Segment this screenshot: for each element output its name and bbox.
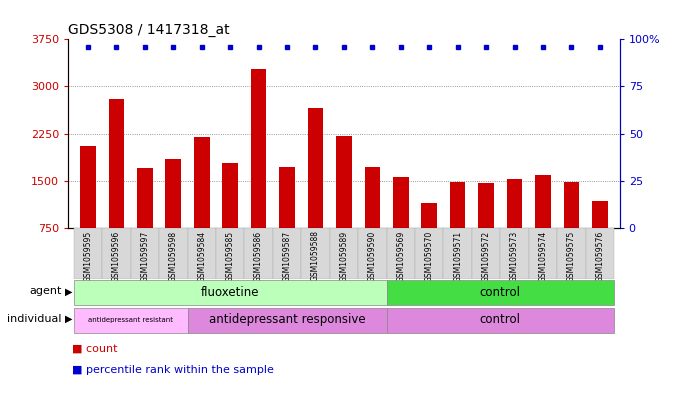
- FancyBboxPatch shape: [159, 228, 187, 279]
- FancyBboxPatch shape: [415, 228, 443, 279]
- Bar: [80, 146, 96, 228]
- Bar: [279, 167, 295, 228]
- Bar: [223, 163, 238, 228]
- FancyBboxPatch shape: [528, 228, 557, 279]
- Text: GSM1059595: GSM1059595: [84, 230, 93, 282]
- Text: GSM1059590: GSM1059590: [368, 230, 377, 282]
- Bar: [137, 168, 153, 228]
- FancyBboxPatch shape: [472, 228, 501, 279]
- Text: GSM1059572: GSM1059572: [481, 230, 490, 282]
- Text: individual: individual: [7, 314, 61, 324]
- Text: GSM1059598: GSM1059598: [169, 230, 178, 282]
- Text: control: control: [480, 313, 521, 326]
- FancyBboxPatch shape: [387, 228, 415, 279]
- FancyBboxPatch shape: [501, 228, 528, 279]
- Bar: [422, 203, 437, 228]
- Bar: [336, 136, 351, 228]
- FancyBboxPatch shape: [244, 228, 273, 279]
- Text: GSM1059589: GSM1059589: [339, 230, 349, 282]
- Bar: [364, 167, 380, 228]
- Text: fluoxetine: fluoxetine: [201, 286, 259, 299]
- Text: agent: agent: [29, 286, 61, 296]
- Text: GSM1059588: GSM1059588: [311, 230, 320, 281]
- FancyBboxPatch shape: [131, 228, 159, 279]
- Text: ■ percentile rank within the sample: ■ percentile rank within the sample: [72, 365, 273, 375]
- Text: ■ count: ■ count: [72, 344, 117, 354]
- Text: GSM1059584: GSM1059584: [197, 230, 206, 282]
- Text: GSM1059576: GSM1059576: [595, 230, 604, 282]
- FancyBboxPatch shape: [387, 281, 614, 305]
- Bar: [251, 69, 266, 228]
- Text: GSM1059573: GSM1059573: [510, 230, 519, 282]
- Text: ▶: ▶: [65, 286, 72, 296]
- Bar: [535, 175, 551, 228]
- FancyBboxPatch shape: [74, 228, 102, 279]
- FancyBboxPatch shape: [187, 228, 216, 279]
- FancyBboxPatch shape: [187, 308, 387, 332]
- Bar: [108, 99, 124, 228]
- FancyBboxPatch shape: [443, 228, 472, 279]
- Bar: [592, 201, 607, 228]
- Text: ▶: ▶: [65, 314, 72, 324]
- Text: GSM1059574: GSM1059574: [539, 230, 548, 282]
- Bar: [194, 137, 210, 228]
- Text: control: control: [480, 286, 521, 299]
- FancyBboxPatch shape: [387, 308, 614, 332]
- FancyBboxPatch shape: [74, 308, 187, 332]
- Text: GSM1059585: GSM1059585: [225, 230, 235, 282]
- Text: antidepressant resistant: antidepressant resistant: [88, 317, 173, 323]
- Bar: [308, 108, 323, 228]
- Text: GSM1059569: GSM1059569: [396, 230, 405, 282]
- FancyBboxPatch shape: [301, 228, 330, 279]
- Text: GSM1059571: GSM1059571: [453, 230, 462, 282]
- Bar: [165, 159, 181, 228]
- Text: GDS5308 / 1417318_at: GDS5308 / 1417318_at: [68, 23, 229, 37]
- Text: GSM1059575: GSM1059575: [567, 230, 576, 282]
- Bar: [507, 179, 522, 228]
- Bar: [564, 182, 580, 228]
- FancyBboxPatch shape: [74, 281, 387, 305]
- FancyBboxPatch shape: [586, 228, 614, 279]
- Text: GSM1059597: GSM1059597: [140, 230, 149, 282]
- Bar: [393, 177, 409, 228]
- Text: GSM1059570: GSM1059570: [425, 230, 434, 282]
- FancyBboxPatch shape: [102, 228, 131, 279]
- Bar: [478, 183, 494, 228]
- Bar: [450, 182, 465, 228]
- FancyBboxPatch shape: [358, 228, 387, 279]
- FancyBboxPatch shape: [557, 228, 586, 279]
- FancyBboxPatch shape: [330, 228, 358, 279]
- Text: GSM1059596: GSM1059596: [112, 230, 121, 282]
- Text: GSM1059587: GSM1059587: [283, 230, 291, 282]
- Text: GSM1059586: GSM1059586: [254, 230, 263, 282]
- FancyBboxPatch shape: [273, 228, 301, 279]
- FancyBboxPatch shape: [216, 228, 244, 279]
- Text: antidepressant responsive: antidepressant responsive: [208, 313, 365, 326]
